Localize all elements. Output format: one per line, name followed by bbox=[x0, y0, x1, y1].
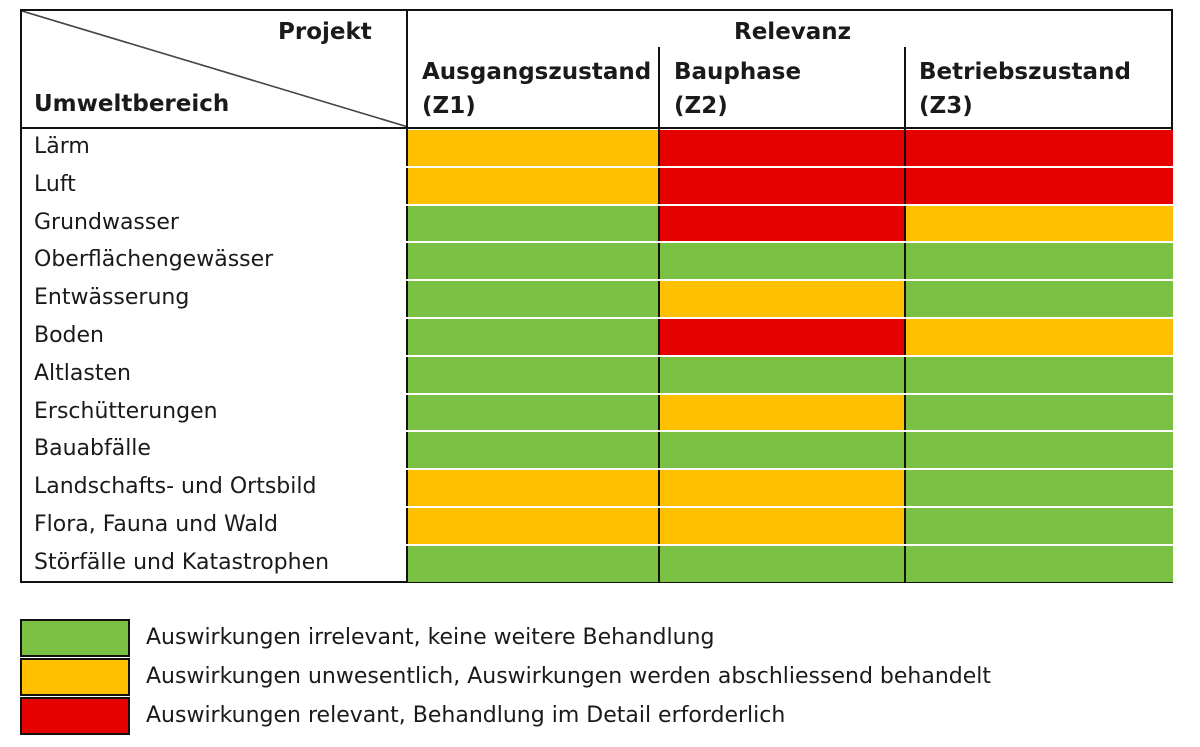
relevance-cell-orange bbox=[906, 205, 1173, 242]
column-header-z2-title: Bauphase bbox=[674, 59, 802, 85]
relevance-cell-red bbox=[660, 319, 904, 355]
row-divider bbox=[22, 165, 1173, 168]
column-header-z1-code: (Z1) bbox=[422, 93, 476, 119]
relevance-cell-green bbox=[408, 205, 658, 242]
column-header-z1-title: Ausgangszustand bbox=[422, 59, 652, 85]
column-header-z2-code: (Z2) bbox=[674, 93, 728, 119]
row-label: Luft bbox=[34, 171, 76, 197]
divider-label-column bbox=[406, 11, 408, 583]
column-header-z3-code: (Z3) bbox=[919, 93, 973, 119]
header-diagonal-line bbox=[22, 11, 408, 128]
legend-swatch-orange bbox=[20, 658, 130, 696]
relevance-cell-orange bbox=[660, 470, 904, 506]
relevance-cell-orange bbox=[408, 167, 658, 204]
row-divider bbox=[22, 203, 1173, 206]
divider-z2-z3 bbox=[904, 47, 906, 583]
legend-label: Auswirkungen irrelevant, keine weitere B… bbox=[146, 625, 715, 650]
relevance-cell-green bbox=[906, 545, 1173, 582]
relevance-cell-green bbox=[906, 470, 1173, 506]
row-label: Landschafts- und Ortsbild bbox=[34, 474, 317, 500]
relevance-cell-red bbox=[906, 130, 1173, 166]
relevance-matrix: Projekt Relevanz Umweltbereich Ausgangsz… bbox=[20, 9, 1173, 583]
relevance-cell-green bbox=[408, 394, 658, 431]
relevance-cell-red bbox=[660, 167, 904, 204]
row-label: Flora, Fauna und Wald bbox=[34, 512, 278, 537]
legend-label: Auswirkungen relevant, Behandlung im Det… bbox=[146, 703, 786, 728]
row-label: Lärm bbox=[34, 134, 90, 159]
row-divider bbox=[22, 392, 1173, 395]
row-label: Altlasten bbox=[34, 360, 131, 386]
relevance-cell-green bbox=[408, 319, 658, 355]
relevance-cell-green bbox=[408, 281, 658, 317]
row-label: Erschütterungen bbox=[34, 398, 218, 424]
row-divider bbox=[22, 279, 1173, 282]
row-label: Bauabfälle bbox=[34, 436, 151, 462]
relevance-cell-green bbox=[408, 432, 658, 469]
divider-z1-z2 bbox=[658, 47, 660, 583]
relevance-cell-red bbox=[660, 130, 904, 166]
row-divider bbox=[22, 317, 1173, 319]
domain-header: Umweltbereich bbox=[34, 91, 230, 117]
column-header-z3-title: Betriebszustand bbox=[919, 59, 1131, 85]
row-label: Grundwasser bbox=[34, 209, 179, 235]
relevance-cell-orange bbox=[408, 470, 658, 506]
relevance-cell-green bbox=[906, 281, 1173, 317]
relevance-cell-orange bbox=[660, 508, 904, 544]
relevance-cell-green bbox=[906, 243, 1173, 280]
relevance-cell-green bbox=[906, 356, 1173, 393]
relevance-cell-green bbox=[906, 508, 1173, 544]
row-label: Störfälle und Katastrophen bbox=[34, 549, 330, 575]
relevance-cell-orange bbox=[408, 130, 658, 166]
row-divider bbox=[22, 468, 1173, 471]
relevance-cell-green bbox=[660, 356, 904, 393]
relevance-header: Relevanz bbox=[734, 19, 852, 45]
row-label: Entwässerung bbox=[34, 285, 190, 311]
legend-swatch-green bbox=[20, 619, 130, 657]
relevance-cell-green bbox=[906, 432, 1173, 469]
row-divider bbox=[22, 506, 1173, 508]
relevance-cell-orange bbox=[408, 508, 658, 544]
relevance-cell-green bbox=[906, 394, 1173, 431]
relevance-cell-green bbox=[408, 545, 658, 582]
relevance-cell-green bbox=[660, 243, 904, 280]
row-divider bbox=[22, 354, 1173, 357]
header-bottom-divider bbox=[22, 127, 1173, 129]
relevance-cell-green bbox=[660, 432, 904, 469]
row-divider bbox=[22, 430, 1173, 433]
relevance-cell-green bbox=[408, 243, 658, 280]
legend-label: Auswirkungen unwesentlich, Auswirkungen … bbox=[146, 664, 992, 689]
relevance-cell-green bbox=[408, 356, 658, 393]
relevance-cell-green bbox=[660, 545, 904, 582]
row-label: Boden bbox=[34, 323, 104, 348]
relevance-cell-orange bbox=[906, 319, 1173, 355]
row-divider bbox=[22, 241, 1173, 244]
relevance-cell-orange bbox=[660, 281, 904, 317]
row-divider bbox=[22, 543, 1173, 546]
relevance-cell-orange bbox=[660, 394, 904, 431]
relevance-cell-red bbox=[660, 205, 904, 242]
relevance-cell-red bbox=[906, 167, 1173, 204]
project-header: Projekt bbox=[278, 19, 372, 45]
row-label: Oberflächengewässer bbox=[34, 247, 274, 273]
legend-swatch-red bbox=[20, 697, 130, 735]
